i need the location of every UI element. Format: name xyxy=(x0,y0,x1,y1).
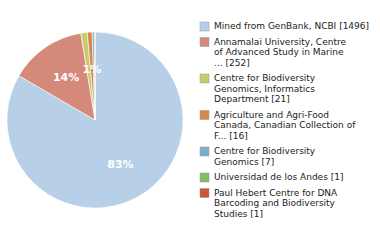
legend-swatch xyxy=(200,173,209,182)
pie-labels: 83% 14% 1% xyxy=(53,63,134,171)
legend-swatch xyxy=(200,147,209,156)
pie xyxy=(7,32,183,208)
legend-label: Centre for BiodiversityGenomics, Informa… xyxy=(214,73,316,104)
slice-label: 83% xyxy=(107,158,133,171)
slice-label: 1% xyxy=(83,63,102,76)
slice-label: 14% xyxy=(53,71,79,84)
pie-slice xyxy=(94,32,95,120)
legend-swatch xyxy=(200,111,209,120)
pie-slice xyxy=(7,32,183,208)
legend-label: Universidad de los Andes [1] xyxy=(214,172,343,182)
chart: 83% 14% 1% Mined from GenBank, NCBI [1496] A… xyxy=(0,0,380,240)
legend-swatch xyxy=(200,22,209,31)
legend-label: Annamalai University, Centreof Advanced … xyxy=(214,37,346,68)
legend-swatch xyxy=(200,74,209,83)
legend-label: Agriculture and Agri-FoodCanada, Canadia… xyxy=(214,110,356,141)
pie-slice xyxy=(94,32,96,120)
pie-slice xyxy=(81,32,95,120)
legend: Mined from GenBank, NCBI [1496] Annamalai… xyxy=(200,21,369,219)
legend-label: Mined from GenBank, NCBI [1496] xyxy=(214,21,369,31)
legend-label: Paul Hebert Centre for DNABarcoding and … xyxy=(214,188,338,219)
legend-swatch xyxy=(200,38,209,47)
pie-slice xyxy=(19,33,95,120)
pie-slice xyxy=(92,32,95,120)
pie-slice xyxy=(87,32,95,120)
legend-label: Centre for BiodiversityGenomics [7] xyxy=(214,146,316,167)
legend-swatch xyxy=(200,189,209,198)
